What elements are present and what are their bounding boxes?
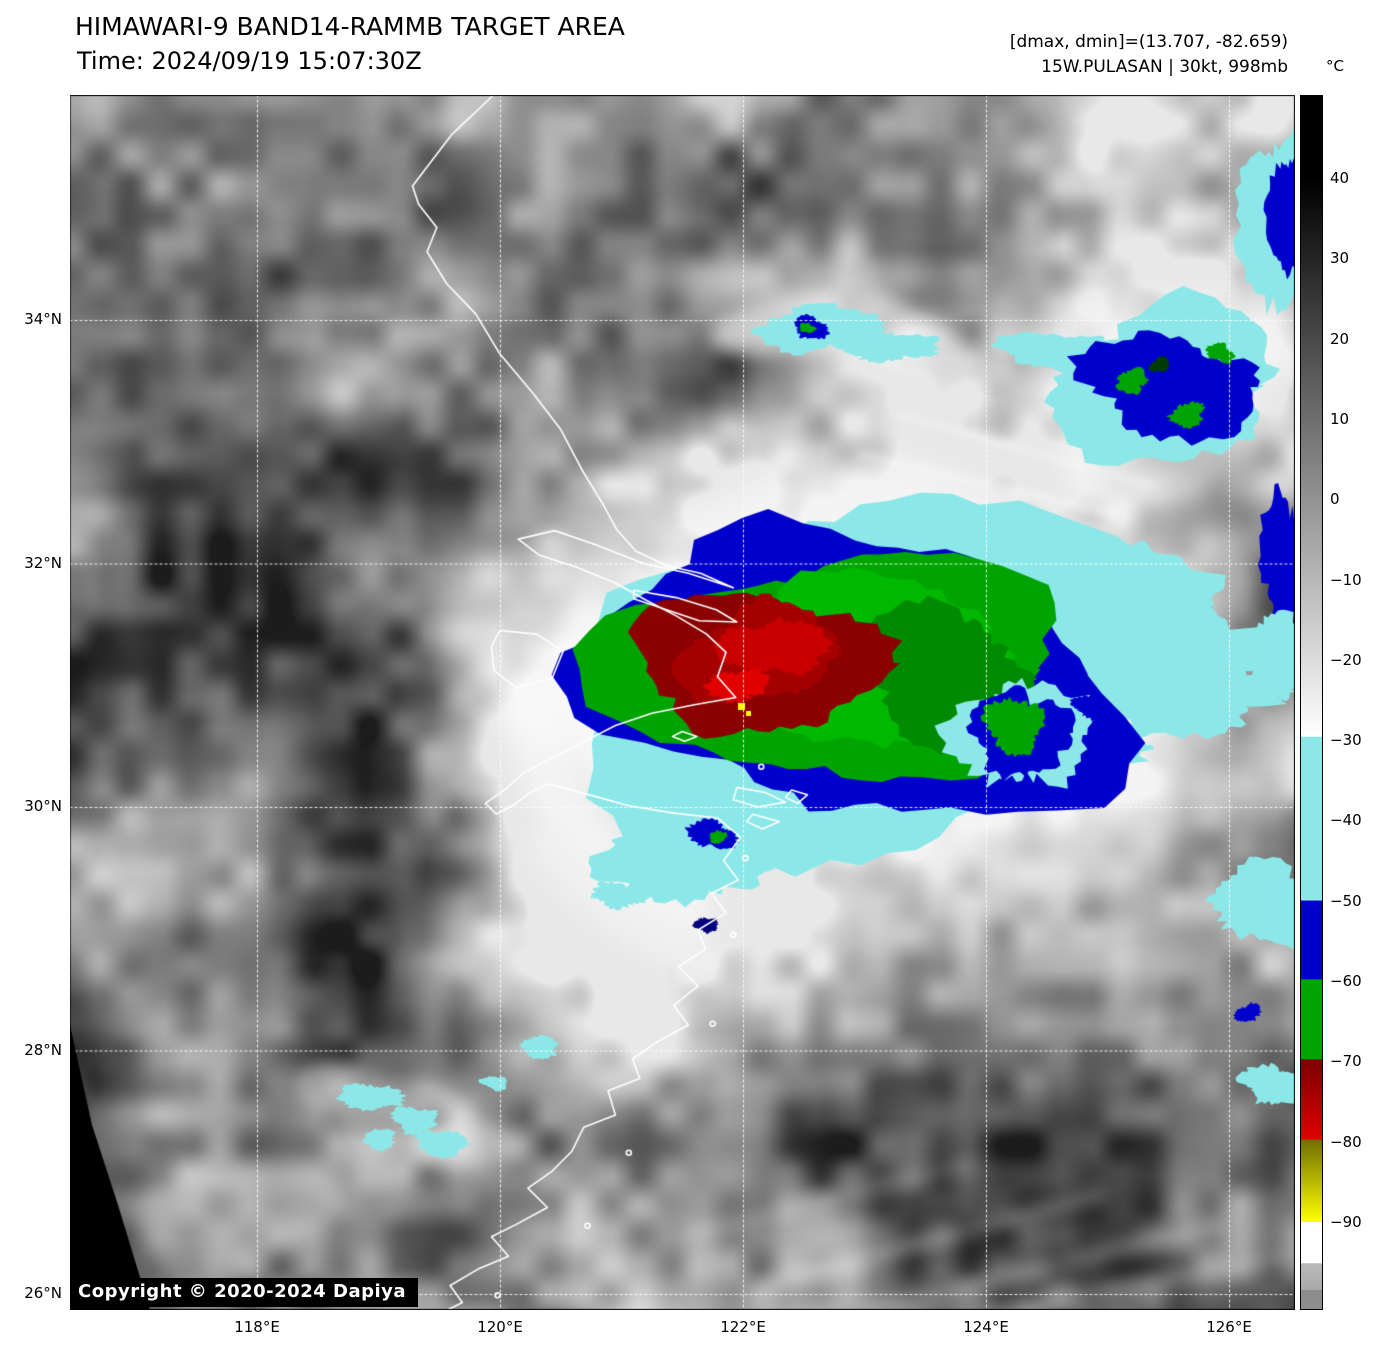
- dmax-dmin-readout: [dmax, dmin]=(13.707, -82.659): [1009, 32, 1288, 52]
- colorbar-tick-label: −20: [1330, 650, 1362, 669]
- colorbar-tick-label: −60: [1330, 972, 1362, 990]
- colorbar-tick-label: −80: [1330, 1132, 1362, 1151]
- lat-tick-label: 28°N: [24, 1040, 62, 1059]
- colorbar-tick-label: 10: [1330, 409, 1350, 428]
- colorbar-tick-label: 30: [1330, 249, 1350, 268]
- product-info-block: [dmax, dmin]=(13.707, -82.659) 15W.PULAS…: [1010, 30, 1288, 80]
- lat-tick-label: 32°N: [24, 553, 62, 572]
- colorbar-tick-label: −50: [1330, 891, 1362, 910]
- lat-tick-label: 26°N: [24, 1284, 62, 1302]
- product-title: HIMAWARI-9 BAND14-RAMMB TARGET AREA: [75, 12, 625, 41]
- colorbar-tick-label: 20: [1330, 329, 1350, 348]
- lon-tick-label: 124°E: [963, 1318, 1009, 1336]
- product-time: Time: 2024/09/19 15:07:30Z: [77, 47, 422, 75]
- lon-tick-label: 126°E: [1206, 1318, 1252, 1336]
- temperature-colorbar: [1300, 95, 1323, 1310]
- colorbar-tick-label: −10: [1330, 570, 1362, 589]
- satellite-image-canvas: [70, 95, 1295, 1310]
- colorbar-tick-label: 0: [1330, 490, 1340, 509]
- lat-tick-label: 30°N: [24, 797, 62, 815]
- colorbar-unit-label: °C: [1326, 57, 1344, 75]
- lon-tick-label: 120°E: [477, 1318, 523, 1336]
- lat-tick-label: 34°N: [24, 310, 62, 328]
- copyright-label: Copyright © 2020-2024 Dapiya: [70, 1278, 419, 1307]
- colorbar-tick-label: −70: [1330, 1052, 1362, 1071]
- storm-info: 15W.PULASAN | 30kt, 998mb: [1041, 57, 1288, 77]
- colorbar-tick-label: −30: [1330, 731, 1362, 750]
- colorbar-tick-label: −40: [1330, 811, 1362, 830]
- colorbar-tick-label: 40: [1330, 169, 1350, 187]
- satellite-map: Copyright © 2020-2024 Dapiya: [70, 95, 1295, 1310]
- lon-tick-label: 118°E: [234, 1318, 280, 1336]
- colorbar-tick-label: −90: [1330, 1212, 1362, 1231]
- lon-tick-label: 122°E: [720, 1318, 766, 1336]
